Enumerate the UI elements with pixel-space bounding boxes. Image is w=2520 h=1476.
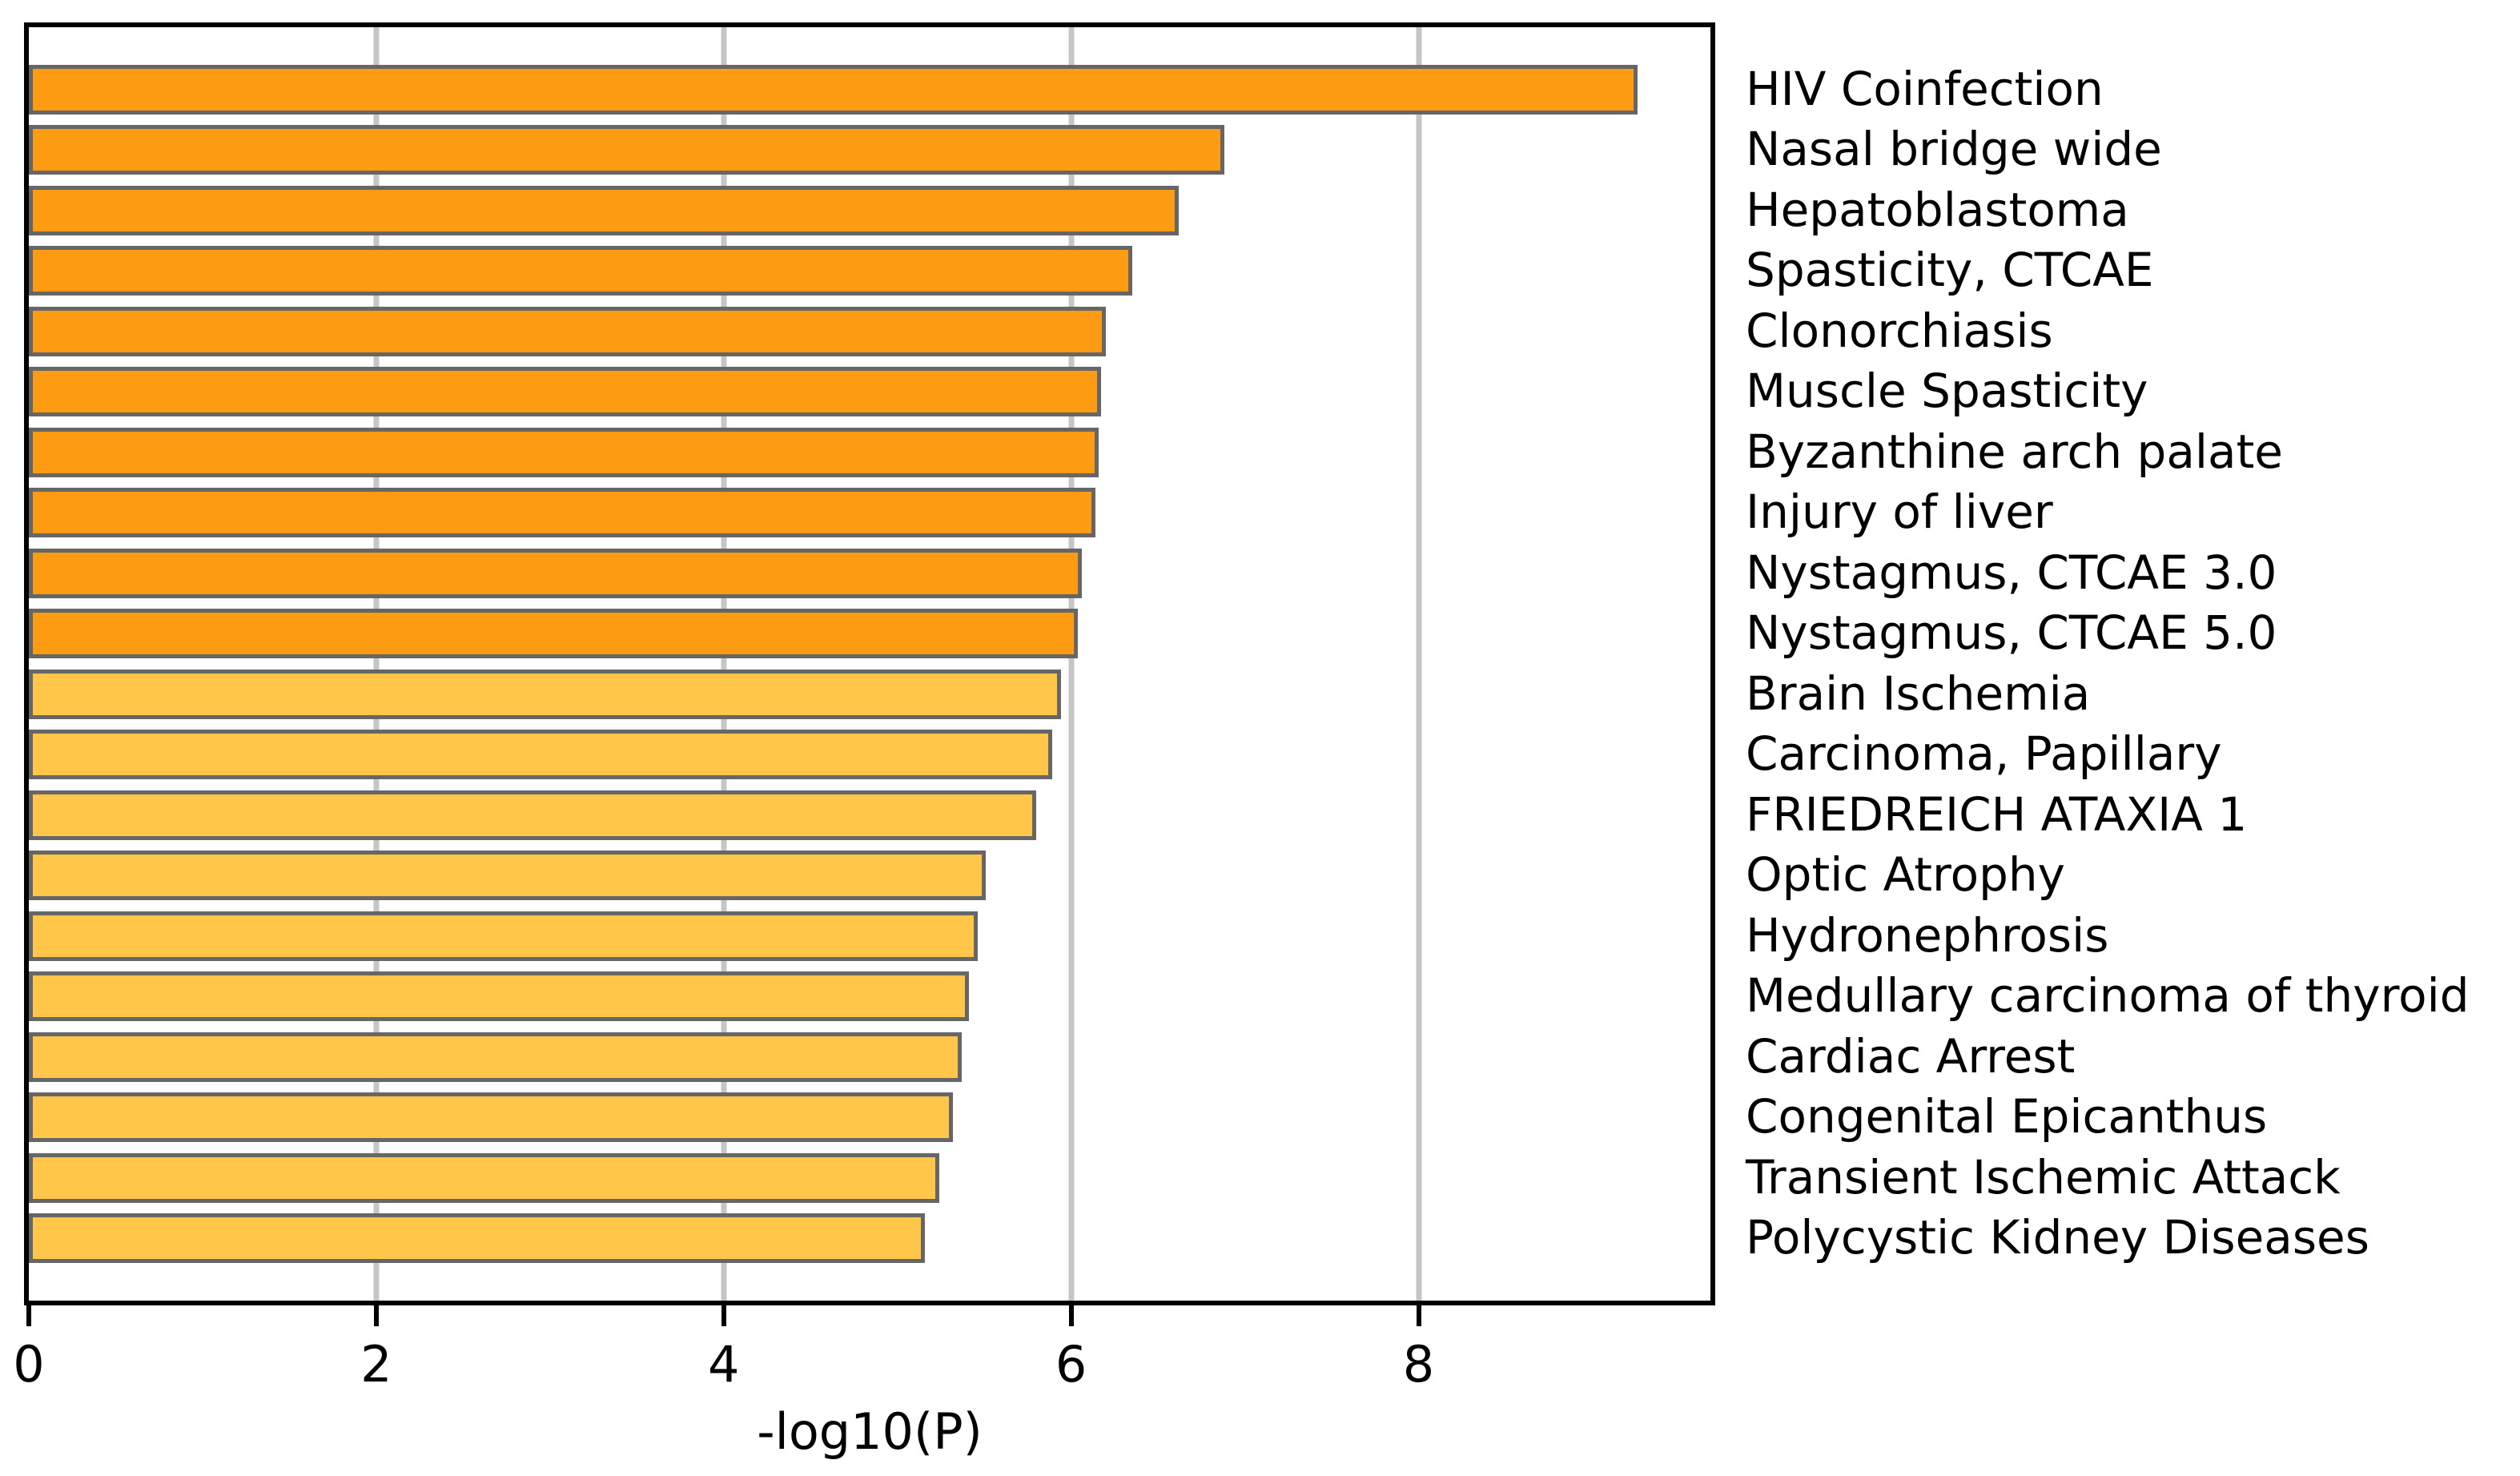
category-label: Congenital Epicanthus <box>1746 1089 2268 1144</box>
category-label: Muscle Spasticity <box>1746 364 2148 419</box>
category-label: Hepatoblastoma <box>1746 182 2129 237</box>
category-label: Brain Ischemia <box>1746 666 2091 721</box>
bar <box>29 427 1099 477</box>
bar <box>29 246 1132 296</box>
bar <box>29 64 1638 115</box>
bar <box>29 971 969 1022</box>
category-label: FRIEDREICH ATAXIA 1 <box>1746 786 2248 842</box>
bar <box>29 548 1082 598</box>
bar <box>29 185 1180 235</box>
grid-layer <box>29 27 1710 1301</box>
x-tick-label: 0 <box>13 1335 45 1394</box>
category-label: Nystagmus, CTCAE 3.0 <box>1746 545 2277 600</box>
bar <box>29 1032 962 1082</box>
category-label: Carcinoma, Papillary <box>1746 726 2222 782</box>
bars-layer <box>29 27 1710 1301</box>
category-label: Byzanthine arch palate <box>1746 424 2283 479</box>
category-label: Clonorchiasis <box>1746 303 2053 358</box>
x-tick <box>26 1305 31 1326</box>
category-label: Medullary carcinoma of thyroid <box>1746 968 2470 1024</box>
bar <box>29 609 1079 659</box>
gridline-x-2 <box>373 27 380 1301</box>
category-labels-layer: HIV Coinfection Nasal bridge wide Hepatobl… <box>1746 0 2520 1476</box>
x-tick-label: 6 <box>1055 1335 1087 1394</box>
bar <box>29 669 1061 719</box>
bar <box>29 911 978 961</box>
bar <box>29 851 987 901</box>
category-label: Cardiac Arrest <box>1746 1028 2076 1084</box>
bar <box>29 1213 926 1264</box>
bar <box>29 1152 939 1203</box>
bar <box>29 1092 954 1143</box>
gridline-x-6 <box>1068 27 1075 1301</box>
bar <box>29 488 1096 538</box>
x-tick <box>721 1305 726 1326</box>
x-tick-label: 4 <box>708 1335 740 1394</box>
x-tick-label: 2 <box>360 1335 392 1394</box>
bar <box>29 306 1107 356</box>
category-label: Optic Atrophy <box>1746 847 2066 903</box>
category-label: Nasal bridge wide <box>1746 122 2162 177</box>
category-label: Hydronephrosis <box>1746 907 2109 963</box>
category-label: HIV Coinfection <box>1746 61 2104 116</box>
gridline-x-4 <box>721 27 727 1301</box>
category-label: Polycystic Kidney Diseases <box>1746 1210 2369 1265</box>
x-tick-label: 8 <box>1402 1335 1435 1394</box>
plot-area <box>24 22 1715 1305</box>
bar <box>29 367 1101 417</box>
x-axis-title: -log10(P) <box>757 1402 983 1461</box>
category-label: Spasticity, CTCAE <box>1746 243 2154 298</box>
x-tick <box>1416 1305 1421 1326</box>
category-label: Nystagmus, CTCAE 5.0 <box>1746 605 2277 661</box>
bar <box>29 730 1052 780</box>
x-tick <box>1068 1305 1074 1326</box>
x-tick <box>373 1305 379 1326</box>
bar <box>29 125 1224 175</box>
gridline-x-8 <box>1416 27 1422 1301</box>
bar <box>29 790 1037 840</box>
category-label: Injury of liver <box>1746 485 2053 540</box>
category-label: Transient Ischemic Attack <box>1746 1149 2341 1205</box>
